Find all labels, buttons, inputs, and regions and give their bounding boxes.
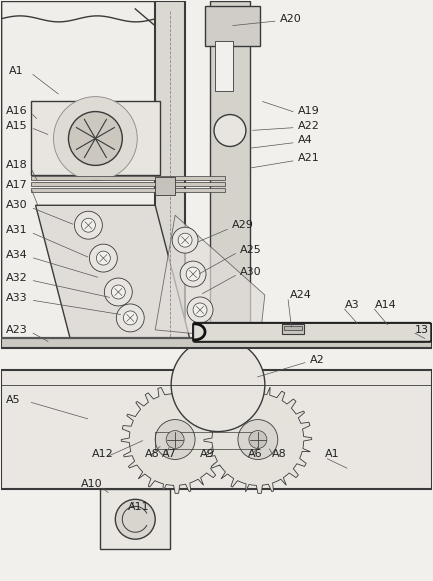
Bar: [205, 6, 260, 46]
Circle shape: [249, 431, 267, 449]
Circle shape: [116, 304, 144, 332]
Polygon shape: [121, 386, 229, 493]
Text: A1: A1: [9, 66, 23, 76]
Text: A6: A6: [248, 450, 262, 460]
Bar: [1, 338, 432, 348]
Circle shape: [171, 338, 265, 432]
Circle shape: [180, 261, 206, 287]
Circle shape: [123, 311, 137, 325]
Text: A34: A34: [6, 250, 27, 260]
Bar: [1, 1, 155, 340]
Text: A24: A24: [290, 290, 312, 300]
Text: A1: A1: [325, 450, 339, 460]
Text: A3: A3: [345, 300, 359, 310]
Text: A21: A21: [298, 153, 320, 163]
FancyBboxPatch shape: [193, 323, 431, 342]
Bar: [155, 177, 175, 195]
Bar: [31, 177, 225, 180]
Text: A14: A14: [375, 300, 396, 310]
Text: A18: A18: [6, 160, 27, 170]
Text: A8: A8: [272, 450, 287, 460]
Circle shape: [81, 218, 95, 232]
Text: A2: A2: [310, 355, 324, 365]
Bar: [210, 1, 250, 340]
Polygon shape: [36, 205, 190, 340]
Circle shape: [89, 244, 117, 272]
Text: A17: A17: [6, 180, 27, 191]
Circle shape: [187, 297, 213, 323]
Circle shape: [104, 278, 132, 306]
Text: A30: A30: [240, 267, 262, 277]
Text: A32: A32: [6, 273, 27, 283]
Text: A31: A31: [6, 225, 27, 235]
Circle shape: [238, 419, 278, 460]
Text: A5: A5: [6, 394, 20, 404]
Text: A7: A7: [162, 450, 177, 460]
Text: A4: A4: [298, 135, 313, 145]
Bar: [31, 182, 225, 187]
Text: A19: A19: [298, 106, 320, 116]
Circle shape: [68, 112, 122, 166]
Bar: [100, 489, 170, 549]
Bar: [31, 188, 225, 192]
Text: A9: A9: [200, 450, 215, 460]
Bar: [155, 1, 185, 340]
Bar: [282, 324, 304, 334]
Circle shape: [97, 251, 110, 265]
Text: A8: A8: [145, 450, 160, 460]
Polygon shape: [155, 215, 265, 340]
Text: A11: A11: [128, 503, 150, 512]
Polygon shape: [204, 386, 312, 493]
Bar: [1, 370, 432, 489]
Circle shape: [186, 267, 200, 281]
Bar: [215, 41, 233, 91]
Circle shape: [155, 419, 195, 460]
Bar: [284, 326, 302, 330]
Circle shape: [172, 227, 198, 253]
Circle shape: [166, 431, 184, 449]
Text: A29: A29: [232, 220, 254, 230]
Text: A22: A22: [298, 120, 320, 131]
Text: A33: A33: [6, 293, 27, 303]
Circle shape: [115, 499, 155, 539]
Text: A23: A23: [6, 325, 27, 335]
Text: A15: A15: [6, 120, 27, 131]
Circle shape: [178, 233, 192, 247]
Text: A30: A30: [6, 200, 27, 210]
Text: A12: A12: [92, 450, 114, 460]
Text: 13: 13: [414, 325, 428, 335]
Text: A10: A10: [81, 479, 102, 489]
Circle shape: [54, 96, 137, 180]
Bar: [155, 432, 258, 450]
Text: A20: A20: [280, 14, 301, 24]
Circle shape: [111, 285, 125, 299]
Text: A25: A25: [240, 245, 262, 255]
Circle shape: [214, 114, 246, 146]
Circle shape: [74, 211, 102, 239]
Text: A16: A16: [6, 106, 27, 116]
Bar: [31, 101, 160, 175]
Circle shape: [193, 303, 207, 317]
